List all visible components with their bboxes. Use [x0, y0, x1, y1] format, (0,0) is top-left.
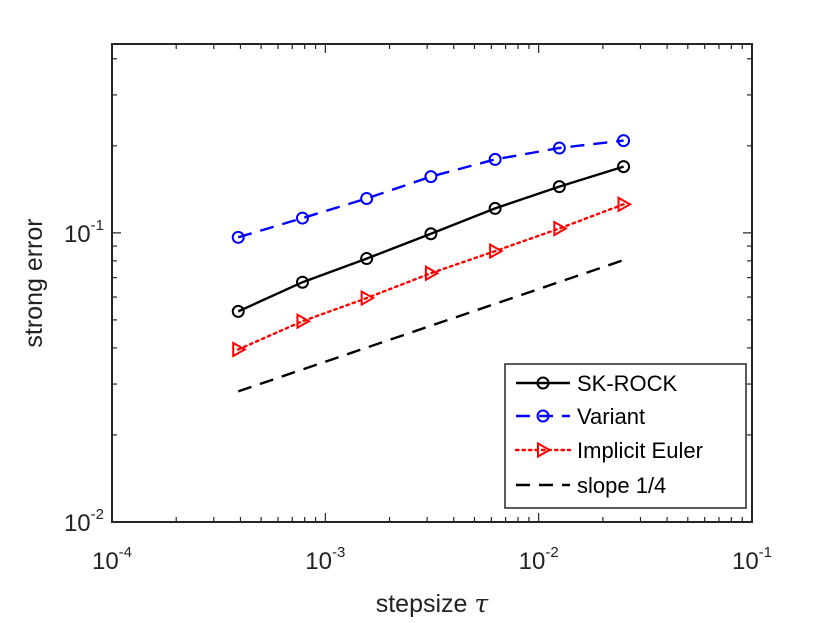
- tick-labels: 10-4 10-3 10-2 10-1 10-2 10-1: [64, 217, 772, 575]
- data-point: [360, 252, 374, 266]
- x-tick-label: 10-4: [92, 544, 132, 575]
- series-line: [237, 165, 624, 313]
- legend-entries: SK-ROCK Variant Implicit Euler slope 1/4: [514, 371, 703, 498]
- y-axis-label: strong error: [20, 218, 48, 347]
- data-point: [295, 275, 309, 289]
- series-line: [237, 139, 624, 239]
- y-tick-label: 10-1: [64, 217, 104, 248]
- series-line: [236, 203, 625, 351]
- y-tick-label: 10-2: [64, 506, 104, 537]
- data-point: [552, 180, 566, 194]
- data-point: [552, 141, 566, 155]
- series-sk-rock: [231, 160, 631, 318]
- legend-label: Variant: [577, 404, 645, 429]
- data-point: [424, 265, 440, 282]
- data-point: [489, 242, 504, 260]
- legend: SK-ROCK Variant Implicit Euler slope 1/4: [504, 363, 747, 509]
- legend-label: slope 1/4: [577, 473, 666, 498]
- data-point: [617, 160, 631, 174]
- data-point: [231, 304, 245, 318]
- legend-marker: [537, 441, 552, 459]
- data-point: [617, 134, 631, 148]
- data-point: [424, 227, 438, 241]
- data-point: [424, 170, 438, 184]
- x-tick-label: 10-1: [732, 544, 772, 575]
- data-point: [488, 152, 502, 166]
- data-point: [232, 341, 247, 358]
- legend-marker: [536, 376, 550, 390]
- data-point: [296, 312, 311, 330]
- legend-label: Implicit Euler: [577, 438, 703, 463]
- data-point: [231, 230, 245, 244]
- legend-label: SK-ROCK: [577, 371, 678, 396]
- data-point: [553, 220, 568, 237]
- series-variant: [231, 134, 631, 244]
- series-implicit-euler: [232, 196, 633, 358]
- data-point: [617, 196, 633, 213]
- data-point: [488, 201, 502, 215]
- data-point: [360, 191, 374, 205]
- data-point: [360, 289, 376, 307]
- x-tick-label: 10-2: [519, 544, 559, 575]
- data-point: [295, 211, 309, 225]
- x-axis-label: stepsize τ: [376, 589, 490, 618]
- x-tick-label: 10-3: [305, 544, 345, 575]
- plot-frame: [111, 43, 753, 523]
- legend-marker: [536, 409, 550, 423]
- series-layer: [231, 134, 633, 393]
